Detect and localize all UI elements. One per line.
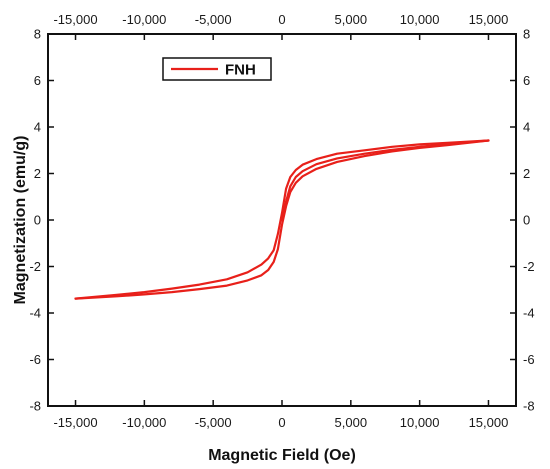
y-tick-label-left: -8 — [29, 399, 41, 414]
x-tick-label-bottom: 10,000 — [400, 415, 440, 430]
y-tick-label-left: -4 — [29, 306, 41, 321]
x-tick-label-top: -5,000 — [195, 12, 232, 27]
series-line-initial — [280, 139, 490, 222]
y-tick-label-left: 2 — [34, 166, 41, 181]
x-tick-label-top: 5,000 — [335, 12, 368, 27]
legend: FNH — [162, 57, 272, 81]
y-tick-label-right: 2 — [523, 166, 530, 181]
x-tick-label-bottom: 5,000 — [335, 415, 368, 430]
tick-labels-layer: -15,000 -15,000 -10,000 -10,000 -5,000 -5,000… — [29, 12, 534, 430]
series-layer — [74, 139, 490, 300]
x-tick-label-bottom: 15,000 — [469, 415, 509, 430]
y-tick-label-right: 8 — [523, 27, 530, 42]
x-tick-label-top: 0 — [278, 12, 285, 27]
series-line-descending — [74, 139, 490, 300]
x-tick-label-top: -10,000 — [122, 12, 166, 27]
x-tick-label-top: -15,000 — [53, 12, 97, 27]
x-tick-label-top: 10,000 — [400, 12, 440, 27]
y-tick-label-right: 4 — [523, 120, 530, 135]
y-tick-label-left: 4 — [34, 120, 41, 135]
legend-label: FNH — [225, 62, 256, 79]
y-tick-label-right: -4 — [523, 306, 535, 321]
y-tick-label-left: 6 — [34, 73, 41, 88]
x-tick-label-bottom: -15,000 — [53, 415, 97, 430]
y-tick-label-right: -8 — [523, 399, 535, 414]
y-tick-label-right: -6 — [523, 352, 535, 367]
y-tick-label-left: -6 — [29, 352, 41, 367]
x-tick-label-bottom: -5,000 — [195, 415, 232, 430]
y-tick-label-right: 6 — [523, 73, 530, 88]
x-axis-label: Magnetic Field (Oe) — [208, 447, 356, 464]
x-tick-label-bottom: -10,000 — [122, 415, 166, 430]
y-tick-label-left: 8 — [34, 27, 41, 42]
y-axis-label: Magnetization (emu/g) — [12, 136, 29, 305]
y-tick-label-left: 0 — [34, 213, 41, 228]
series-line-ascending — [74, 139, 490, 300]
y-tick-label-right: -2 — [523, 259, 535, 274]
y-tick-label-left: -2 — [29, 259, 41, 274]
plot-frame — [47, 33, 517, 407]
x-tick-label-bottom: 0 — [278, 415, 285, 430]
y-tick-label-right: 0 — [523, 213, 530, 228]
x-tick-label-top: 15,000 — [469, 12, 509, 27]
